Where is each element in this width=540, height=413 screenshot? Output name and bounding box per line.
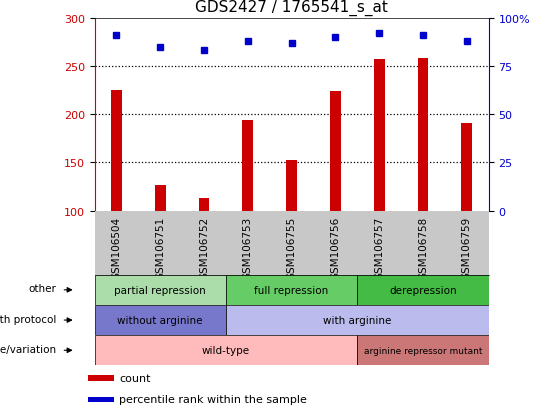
Bar (461, 123, 472, 211)
Bar (286, 161, 297, 211)
Bar (226, 305, 489, 335)
Text: GSM106757: GSM106757 (374, 216, 384, 279)
Text: wild-type: wild-type (202, 345, 250, 356)
Text: GSM106751: GSM106751 (155, 216, 165, 279)
Text: arginine repressor mutant: arginine repressor mutant (364, 346, 482, 355)
Text: growth protocol: growth protocol (0, 314, 57, 324)
Text: genotype/variation: genotype/variation (0, 344, 57, 354)
Bar (199, 199, 210, 211)
Bar (330, 92, 341, 211)
Bar (417, 59, 428, 211)
Title: GDS2427 / 1765541_s_at: GDS2427 / 1765541_s_at (195, 0, 388, 16)
Bar (374, 60, 384, 211)
Bar (357, 275, 489, 305)
Text: GSM106753: GSM106753 (243, 216, 253, 279)
Bar (155, 185, 166, 211)
Text: with arginine: with arginine (323, 315, 391, 325)
Text: GSM106758: GSM106758 (418, 216, 428, 279)
Bar (87, 397, 114, 402)
Text: GSM106759: GSM106759 (462, 216, 472, 279)
Bar (94, 305, 226, 335)
Text: full repression: full repression (254, 285, 329, 295)
Text: count: count (119, 373, 151, 383)
Bar (242, 121, 253, 211)
Text: without arginine: without arginine (118, 315, 203, 325)
Bar (87, 375, 114, 381)
Text: other: other (29, 284, 57, 294)
Text: GSM106752: GSM106752 (199, 216, 209, 279)
Text: GSM106504: GSM106504 (111, 216, 122, 279)
Text: GSM106756: GSM106756 (330, 216, 340, 279)
Bar (111, 91, 122, 211)
Bar (357, 335, 489, 366)
Bar (226, 275, 357, 305)
Text: derepression: derepression (389, 285, 457, 295)
Text: GSM106755: GSM106755 (287, 216, 296, 279)
Bar (94, 275, 226, 305)
Text: partial repression: partial repression (114, 285, 206, 295)
Bar (94, 335, 357, 366)
Text: percentile rank within the sample: percentile rank within the sample (119, 394, 307, 404)
